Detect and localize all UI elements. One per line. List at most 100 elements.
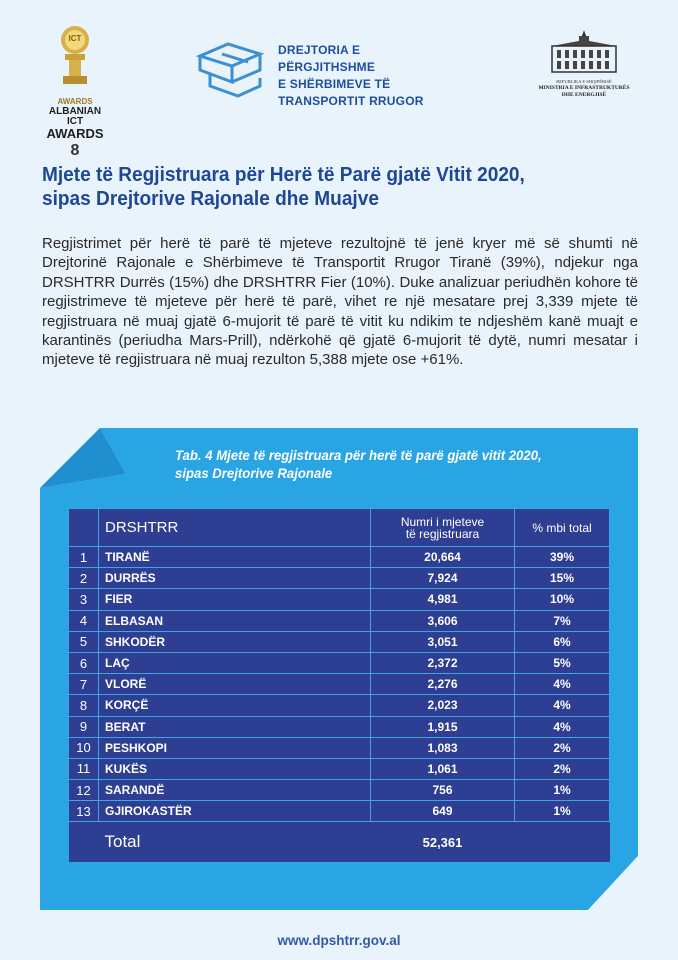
row-name: KUKËS: [98, 757, 371, 781]
trophy-icon: [61, 26, 89, 84]
total-label: Total: [98, 821, 371, 862]
caption-line-1: Tab. 4 Mjete të regjistruara për herë të…: [175, 447, 542, 463]
row-index: 7: [68, 673, 99, 696]
row-pct: 15%: [514, 567, 610, 590]
row-value: 2,372: [370, 651, 515, 675]
row-name: DURRËS: [98, 567, 371, 590]
row-value: 4,981: [370, 588, 515, 611]
table-caption: Tab. 4 Mjete të regjistruara për herë të…: [175, 446, 598, 482]
row-index: 5: [68, 630, 99, 653]
row-index: 2: [68, 567, 99, 590]
row-index: 9: [68, 715, 99, 738]
row-pct: 4%: [514, 694, 610, 717]
row-name: BERAT: [98, 715, 371, 738]
row-name: PESHKOPI: [98, 736, 371, 759]
table-row: 1 TIRANË 20,664 39%: [68, 545, 610, 569]
dpshtrr-logo: DREJTORIA E PËRGJITHSHME E SHËRBIMEVE TË…: [194, 38, 444, 108]
table-header-row: DRSHTRR Numri i mjeteve të regjistruara …: [68, 508, 610, 547]
table-row: 6 LAÇ 2,372 5%: [68, 651, 610, 675]
ministry-logo: REPUBLIKA E SHQIPËRISË MINISTRIA E INFRA…: [538, 28, 630, 99]
ministry-line-3: DHE ENERGJISË: [561, 92, 607, 98]
row-pct: 2%: [514, 757, 610, 781]
row-value: 2,023: [370, 694, 515, 717]
footer-url[interactable]: www.dpshtrr.gov.al: [277, 933, 401, 948]
row-name: SHKODËR: [98, 630, 371, 653]
albanian-ict-awards-logo: ICT AWARDS ALBANIAN ICT AWARDS 8: [40, 22, 110, 160]
row-index: 3: [68, 588, 99, 611]
row-value: 3,051: [370, 630, 515, 653]
row-value: 7,924: [370, 567, 515, 590]
ministry-line-2: MINISTRIA E INFRASTRUKTURËS: [538, 85, 630, 91]
row-value: 1,915: [370, 715, 515, 738]
row-pct: 7%: [514, 609, 610, 632]
header-pct-cell: % mbi total: [514, 508, 610, 547]
brand-text: DREJTORIA E PËRGJITHSHME E SHËRBIMEVE TË…: [278, 42, 444, 110]
ministry-building-icon: [551, 30, 617, 73]
table-row: 11 KUKËS 1,061 2%: [68, 757, 610, 781]
intro-paragraph: Regjistrimet për herë të parë të mjeteve…: [42, 235, 638, 369]
row-name: ELBASAN: [98, 609, 371, 632]
brand-line-2: E SHËRBIMEVE TË: [278, 77, 391, 91]
row-name: TIRANË: [98, 545, 371, 569]
table-row: 7 VLORË 2,276 4%: [68, 673, 610, 696]
table-row: 9 BERAT 1,915 4%: [68, 715, 610, 738]
header-value-line-1: Numri i mjeteve: [400, 514, 485, 529]
award-mark: 8: [70, 142, 80, 159]
row-value: 3,606: [370, 609, 515, 632]
row-name: KORÇË: [98, 694, 371, 717]
table-row: 3 FIER 4,981 10%: [68, 588, 610, 611]
row-index: 13: [68, 800, 99, 823]
row-pct: 6%: [514, 630, 610, 653]
caption-line-2: sipas Drejtorive Rajonale: [175, 465, 333, 481]
ministry-line-1: REPUBLIKA E SHQIPËRISË: [556, 79, 612, 84]
table-row: 13 GJIROKASTËR 649 1%: [68, 800, 610, 823]
row-index: 8: [68, 694, 99, 717]
row-pct: 10%: [514, 588, 610, 611]
row-index: 6: [68, 651, 99, 675]
table-row: 12 SARANDË 756 1%: [68, 779, 610, 802]
table-row: 5 SHKODËR 3,051 6%: [68, 630, 610, 653]
row-value: 20,664: [370, 545, 515, 569]
row-value: 1,061: [370, 757, 515, 781]
row-index: 1: [68, 545, 99, 569]
table-row: 8 KORÇË 2,023 4%: [68, 694, 610, 717]
row-pct: 4%: [514, 715, 610, 738]
title-line-2: sipas Drejtorive Rajonale dhe Muajve: [42, 187, 379, 210]
row-index: 12: [68, 779, 99, 802]
brand-line-3: TRANSPORTIT RRUGOR: [278, 94, 424, 108]
award-awards-label: AWARDS: [57, 97, 93, 106]
registrations-table: DRSHTRR Numri i mjeteve të regjistruara …: [68, 508, 610, 862]
row-value: 756: [370, 779, 515, 802]
header: ICT AWARDS ALBANIAN ICT AWARDS 8 DREJTOR…: [0, 0, 678, 159]
table-row: 10 PESHKOPI 1,083 2%: [68, 736, 610, 759]
row-name: GJIROKASTËR: [98, 800, 371, 823]
row-pct: 4%: [514, 673, 610, 696]
row-name: VLORË: [98, 673, 371, 696]
row-value: 649: [370, 800, 515, 823]
title-line-1: Mjete të Regjistruara për Herë të Parë g…: [42, 163, 525, 186]
dpshtrr-cube-icon: [195, 42, 265, 98]
header-name-cell: DRSHTRR: [98, 508, 371, 547]
table-row: 4 ELBASAN 3,606 7%: [68, 609, 610, 632]
row-name: SARANDË: [98, 779, 371, 802]
row-pct: 1%: [514, 779, 610, 802]
table-row: 2 DURRËS 7,924 15%: [68, 567, 610, 590]
row-value: 1,083: [370, 736, 515, 759]
row-index: 10: [68, 736, 99, 759]
row-pct: 2%: [514, 736, 610, 759]
header-value-cell: Numri i mjeteve të regjistruara: [370, 508, 515, 547]
award-ict-label: ICT: [68, 34, 82, 43]
total-index: [68, 821, 99, 862]
row-pct: 5%: [514, 651, 610, 675]
row-index: 4: [68, 609, 99, 632]
total-pct: [514, 821, 610, 862]
table-panel: Tab. 4 Mjete të regjistruara për herë të…: [40, 428, 638, 910]
award-line-awards: AWARDS: [46, 126, 104, 141]
row-index: 11: [68, 757, 99, 781]
page-title: Mjete të Regjistruara për Herë të Parë g…: [42, 163, 609, 211]
row-name: FIER: [98, 588, 371, 611]
table-total-row: Total 52,361: [68, 821, 610, 862]
row-pct: 1%: [514, 800, 610, 823]
brand-line-1: DREJTORIA E PËRGJITHSHME: [278, 43, 376, 74]
total-value: 52,361: [370, 821, 515, 862]
